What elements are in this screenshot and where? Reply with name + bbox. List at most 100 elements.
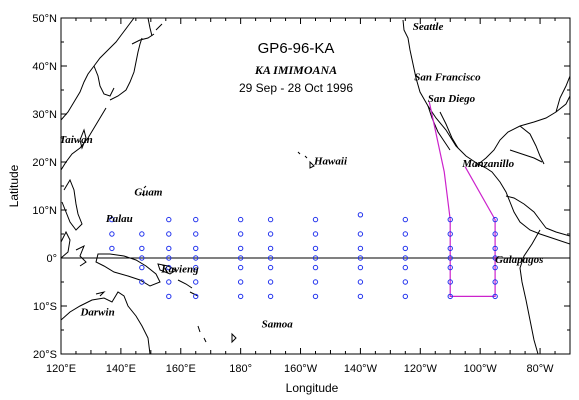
sulawesi — [75, 244, 87, 267]
mooring-marker — [267, 245, 274, 252]
mooring-marker — [193, 293, 199, 300]
mooring-marker — [267, 216, 274, 223]
korea — [93, 65, 115, 97]
cruise-track — [428, 101, 496, 297]
mooring-marker — [139, 279, 145, 285]
x-tick-label: 80°W — [527, 363, 555, 375]
mooring-marker — [492, 255, 498, 261]
mooring-marker — [237, 264, 244, 271]
baja-california — [427, 105, 459, 151]
y-tick-label: 0° — [46, 253, 57, 265]
mooring-marker — [357, 255, 364, 261]
new-britain — [157, 263, 177, 275]
place-label: Guam — [134, 187, 163, 199]
north-america-east — [519, 75, 570, 165]
mooring-marker — [237, 255, 244, 261]
asia-coast — [61, 18, 135, 121]
mooring-marker — [447, 255, 453, 261]
mooring-marker — [166, 293, 172, 300]
mooring-marker — [402, 264, 409, 271]
mooring-marker — [237, 216, 244, 223]
mooring-sites — [109, 212, 498, 300]
place-label: Manzanillo — [461, 158, 514, 170]
mooring-marker — [193, 255, 199, 261]
mooring-marker — [357, 231, 364, 237]
y-tick-label: 40°N — [32, 61, 57, 73]
north-america-coast — [402, 19, 570, 245]
place-label: Hawaii — [313, 155, 348, 167]
mooring-marker — [166, 264, 172, 271]
cuba — [509, 149, 543, 163]
mooring-marker — [492, 293, 498, 300]
x-axis-title: Longitude — [286, 381, 339, 395]
x-tick-label: 160°W — [284, 363, 318, 375]
mooring-marker — [357, 279, 364, 285]
mooring-marker — [402, 255, 409, 261]
mooring-marker — [357, 245, 364, 252]
mooring-marker — [402, 279, 409, 285]
axis-ticks — [60, 17, 570, 355]
x-tick-label: 140°W — [344, 363, 378, 375]
cruise-title: GP6-96-KA — [258, 40, 335, 57]
y-tick-label: 30°N — [32, 109, 57, 121]
x-tick-label: 160°E — [166, 363, 196, 375]
mooring-marker — [237, 245, 244, 252]
solomons — [177, 279, 199, 297]
hawaii-islands — [297, 151, 315, 169]
mooring-marker — [166, 245, 172, 252]
mooring-marker — [139, 264, 145, 271]
mooring-marker — [447, 216, 453, 223]
mooring-marker — [109, 245, 115, 252]
mooring-marker — [492, 264, 498, 271]
y-tick-label: 10°N — [32, 205, 57, 217]
place-label: San Diego — [428, 93, 476, 105]
x-tick-label: 120°W — [404, 363, 438, 375]
y-tick-label: 10°S — [33, 301, 57, 313]
mooring-marker — [166, 279, 172, 285]
mooring-marker — [267, 231, 274, 237]
place-label: Seattle — [413, 21, 444, 33]
mooring-marker — [402, 293, 409, 300]
australia — [61, 291, 151, 354]
mooring-marker — [447, 245, 453, 252]
cruise-dates: 29 Sep - 28 Oct 1996 — [239, 81, 353, 95]
mooring-marker — [267, 255, 274, 261]
mooring-marker — [402, 231, 409, 237]
mooring-marker — [193, 264, 199, 271]
y-tick-label: 20°N — [32, 157, 57, 169]
mooring-marker — [166, 255, 172, 261]
mooring-marker — [193, 216, 199, 223]
coastlines — [61, 18, 570, 354]
mooring-marker — [447, 264, 453, 271]
mooring-marker — [312, 264, 319, 271]
mooring-marker — [139, 245, 145, 252]
place-label: Taiwan — [60, 134, 93, 146]
y-tick-label: 50°N — [32, 13, 57, 25]
philippines — [61, 178, 83, 231]
mooring-marker — [267, 264, 274, 271]
marianas — [141, 185, 147, 197]
mooring-marker — [312, 293, 319, 300]
mooring-marker — [357, 293, 364, 300]
mooring-marker — [492, 216, 498, 223]
mooring-marker — [193, 231, 199, 237]
south-america-coast — [519, 229, 541, 354]
mooring-marker — [312, 245, 319, 252]
axis-tick-labels: 120°E 140°E 160°E 180° 160°W 140°W 120°W 100°W 8… — [32, 13, 554, 375]
mooring-marker — [312, 216, 319, 223]
mooring-marker — [402, 245, 409, 252]
mooring-marker — [492, 231, 498, 237]
place-label: Darwin — [79, 307, 114, 319]
x-tick-label: 100°W — [464, 363, 498, 375]
mooring-marker — [492, 279, 498, 285]
mooring-marker — [402, 216, 409, 223]
vessel-name: KA IMIMOANA — [254, 63, 337, 77]
mooring-marker — [267, 279, 274, 285]
japan — [109, 33, 155, 101]
mooring-marker — [447, 293, 453, 300]
south-america-inland — [545, 227, 570, 237]
y-tick-label: 20°S — [33, 349, 57, 361]
mooring-marker — [492, 245, 498, 252]
mooring-marker — [312, 255, 319, 261]
mooring-marker — [166, 231, 172, 237]
